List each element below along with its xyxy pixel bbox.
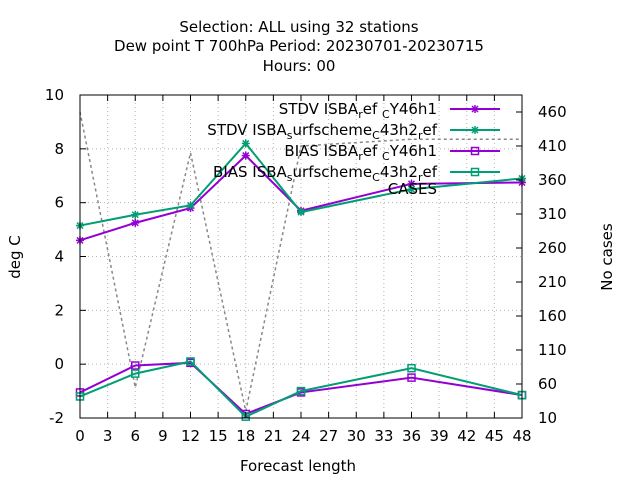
data-point-star	[241, 139, 250, 148]
chart-title-line-2: Dew point T 700hPa Period: 20230701-2023…	[114, 37, 484, 55]
y-tick-label: 8	[54, 140, 64, 158]
data-point-square	[470, 146, 480, 156]
data-point-square	[407, 373, 416, 382]
y2-tick-label: 410	[538, 137, 567, 155]
data-point-square	[470, 167, 480, 177]
data-point-star	[131, 218, 140, 227]
x-tick-label: 12	[181, 427, 200, 445]
data-point-star	[241, 151, 250, 160]
x-tick-label: 39	[430, 427, 449, 445]
legend-label: BIAS ISBAsurfschemeC43h2ref	[213, 163, 438, 184]
y2-tick-label: 210	[538, 273, 567, 291]
x-axis-label: Forecast length	[240, 457, 356, 475]
data-point-star	[471, 126, 479, 134]
y-tick-label: 6	[54, 194, 64, 212]
x-tick-label: 36	[402, 427, 421, 445]
grid	[80, 95, 522, 418]
series-2	[75, 358, 527, 419]
x-tick-label: 15	[209, 427, 228, 445]
y2-tick-label: 160	[538, 307, 567, 325]
y2-tick-label: 310	[538, 205, 567, 223]
data-point-square	[131, 369, 140, 378]
data-point-star	[407, 185, 416, 194]
data-point-square	[186, 357, 195, 366]
data-point-square	[407, 363, 416, 373]
chart-title-line-3: Hours: 00	[263, 57, 336, 75]
y2-tick-label: 110	[538, 341, 567, 359]
data-point-star	[471, 105, 479, 113]
y2-tick-label: 260	[538, 239, 567, 257]
x-tick-label: 3	[103, 427, 113, 445]
y2-tick-label: 460	[538, 103, 567, 121]
x-tick-label: 33	[374, 427, 393, 445]
y2-tick-label: 60	[538, 375, 557, 393]
x-tick-label: 18	[236, 427, 255, 445]
ticks: 0 3 6 9 12 15 18 21 24 27 30 33 36 39 42 45 48-202468101…	[45, 86, 567, 445]
y-axis-label: deg C	[6, 235, 24, 279]
data-point-star	[297, 208, 305, 217]
x-tick-label: 48	[512, 427, 531, 445]
y-tick-label: -2	[49, 409, 64, 427]
legend-label: STDV ISBAref CY46h1	[279, 100, 437, 121]
x-tick-label: 30	[347, 427, 366, 445]
y2-axis-label: No cases	[598, 223, 616, 291]
x-tick-label: 9	[158, 427, 168, 445]
legend-label: BIAS ISBAref CY46h1	[284, 142, 437, 163]
data-point-star	[131, 210, 140, 219]
y-tick-label: 4	[54, 248, 64, 266]
data-point-star	[186, 201, 195, 210]
x-tick-label: 42	[457, 427, 476, 445]
y2-tick-label: 360	[538, 171, 567, 189]
data-point-square	[131, 361, 140, 370]
x-tick-label: 6	[130, 427, 140, 445]
x-tick-label: 21	[264, 427, 283, 445]
x-tick-label: 0	[75, 427, 85, 445]
y-tick-label: 10	[45, 86, 64, 104]
chart-title-line-1: Selection: ALL using 32 stations	[179, 18, 418, 36]
y-tick-label: 0	[54, 355, 64, 373]
y-tick-label: 2	[54, 301, 64, 319]
data-point-square	[296, 386, 306, 396]
x-tick-label: 45	[485, 427, 504, 445]
y2-tick-label: 10	[538, 409, 557, 427]
legend-label: STDV ISBAsurfschemeC43h2ref	[207, 121, 437, 142]
legend-label: CASES	[388, 180, 437, 198]
x-tick-label: 27	[319, 427, 338, 445]
x-tick-label: 24	[291, 427, 310, 445]
